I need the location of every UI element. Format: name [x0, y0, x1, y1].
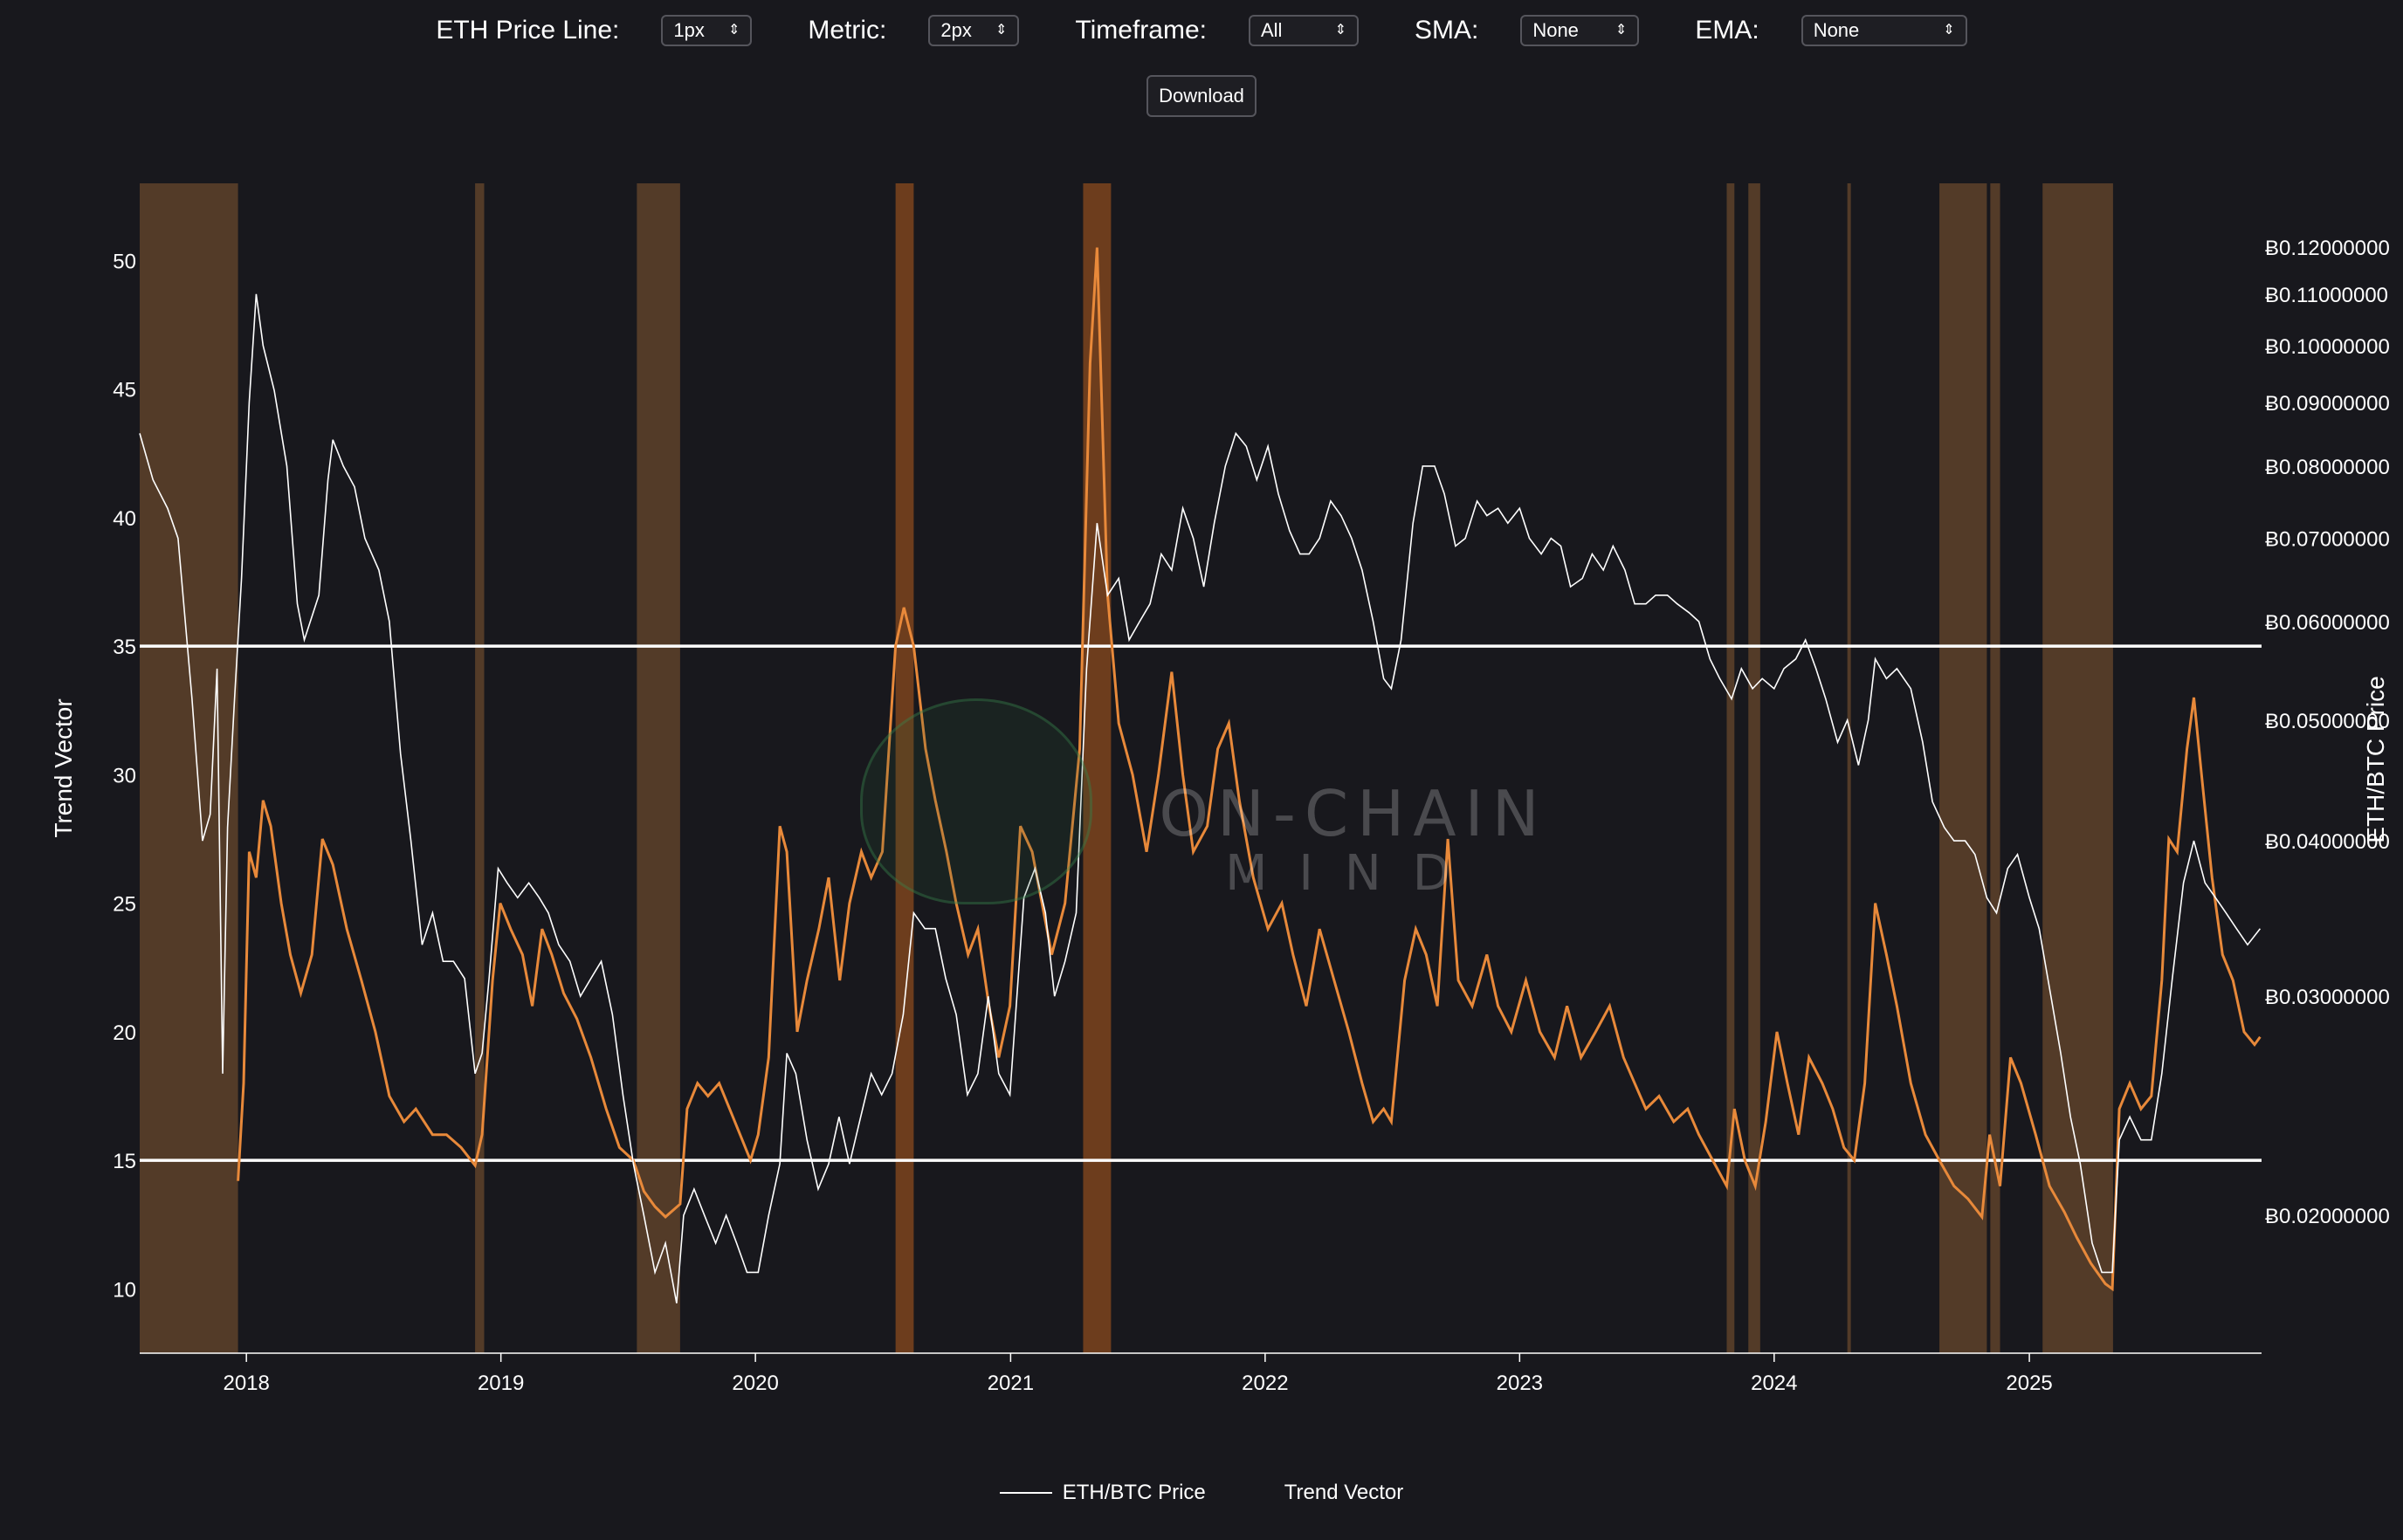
x-tick-label: 2023 [1497, 1372, 1543, 1395]
x-tick-label: 2019 [478, 1372, 524, 1395]
control-label: Timeframe: [1075, 16, 1207, 45]
highlight-band [1726, 183, 1735, 1353]
y2-tick-label: Ƀ0.07000000 [2265, 528, 2390, 552]
select-value: 1px [673, 19, 705, 41]
eth-btc-price-line [139, 293, 2262, 1303]
y2-tick-label: Ƀ0.12000000 [2265, 237, 2390, 260]
download-button[interactable]: Download [1146, 75, 1257, 117]
x-tick-label: 2021 [988, 1372, 1034, 1395]
control-ema: EMA: None ⇕ [1695, 15, 1967, 46]
highlight-band [1748, 183, 1760, 1353]
highlight-band [140, 183, 238, 1353]
chevron-up-down-icon: ⇕ [995, 23, 1008, 38]
control-label: SMA: [1414, 16, 1479, 45]
y2-tick-label: Ƀ0.02000000 [2265, 1205, 2390, 1228]
highlight-band [1939, 183, 1987, 1353]
y2-tick-label: Ƀ0.03000000 [2265, 986, 2390, 1009]
y-tick-label: 30 [113, 764, 136, 787]
y2-tick-label: Ƀ0.08000000 [2265, 456, 2390, 479]
y-tick-label: 15 [113, 1150, 136, 1173]
right-axis-label: ETH/BTC Price [2362, 676, 2389, 842]
x-tick-label: 2020 [732, 1372, 778, 1395]
y-tick-label: 25 [113, 893, 136, 917]
control-eth-price-line: ETH Price Line: 1px ⇕ [436, 15, 753, 46]
left-axis-label: Trend Vector [50, 698, 77, 837]
select-value: None [1532, 19, 1579, 41]
y-tick-label: 20 [113, 1021, 136, 1045]
y2-tick-label: Ƀ0.04000000 [2265, 830, 2390, 854]
highlight-band [895, 183, 914, 1353]
y2-tick-label: Ƀ0.06000000 [2265, 611, 2390, 635]
download-row: Download [0, 75, 2403, 117]
y2-tick-label: Ƀ0.09000000 [2265, 392, 2390, 416]
control-label: EMA: [1695, 16, 1759, 45]
trend-vector-line [237, 247, 2262, 1292]
chevron-up-down-icon: ⇕ [1334, 23, 1346, 38]
control-label: Metric: [808, 16, 887, 45]
legend-item-price[interactable]: ETH/BTC Price [999, 1481, 1206, 1505]
legend-swatch-price [999, 1492, 1052, 1494]
control-metric: Metric: 2px ⇕ [808, 15, 1020, 46]
highlight-band [1847, 183, 1851, 1353]
control-timeframe: Timeframe: All ⇕ [1075, 15, 1359, 46]
y-tick-label: 10 [113, 1278, 136, 1302]
highlight-band [1990, 183, 2000, 1353]
x-tick-label: 2024 [1751, 1372, 1797, 1395]
control-label: ETH Price Line: [436, 16, 620, 45]
eth-price-line-select[interactable]: 1px ⇕ [661, 15, 753, 46]
ema-select[interactable]: None ⇕ [1801, 15, 1967, 46]
legend-item-trend[interactable]: Trend Vector [1284, 1481, 1404, 1505]
right-axis-ticks: Ƀ0.02000000 Ƀ0.03000000 Ƀ0.04000000 Ƀ0.0500… [2265, 237, 2390, 1228]
x-tick-label: 2018 [223, 1372, 269, 1395]
legend-label: ETH/BTC Price [1062, 1481, 1206, 1504]
threshold-lines [140, 644, 2262, 1162]
select-value: All [1260, 19, 1283, 41]
metric-select[interactable]: 2px ⇕ [928, 15, 1020, 46]
select-value: 2px [940, 19, 972, 41]
y-tick-label: 35 [113, 636, 136, 659]
x-tick-label: 2025 [2006, 1372, 2052, 1395]
sma-select[interactable]: None ⇕ [1520, 15, 1640, 46]
left-axis-ticks: 10 15 20 25 30 35 40 45 50 [113, 250, 136, 1302]
chevron-up-down-icon: ⇕ [727, 23, 740, 38]
control-sma: SMA: None ⇕ [1414, 15, 1640, 46]
highlight-band [475, 183, 485, 1353]
y2-tick-label: Ƀ0.11000000 [2265, 284, 2388, 307]
controls-bar: ETH Price Line: 1px ⇕ Metric: 2px ⇕ Time… [0, 0, 2403, 61]
highlight-bands [140, 183, 2113, 1353]
y2-tick-label: Ƀ0.05000000 [2265, 710, 2390, 733]
timeframe-select[interactable]: All ⇕ [1248, 15, 1359, 46]
y-tick-label: 45 [113, 379, 136, 402]
chevron-up-down-icon: ⇕ [1615, 23, 1628, 38]
legend-label: Trend Vector [1284, 1481, 1404, 1504]
y-tick-label: 40 [113, 507, 136, 531]
highlight-band [2042, 183, 2113, 1353]
highlight-band [637, 183, 680, 1353]
legend: ETH/BTC Price Trend Vector [0, 1481, 2403, 1505]
x-tick-label: 2022 [1242, 1372, 1288, 1395]
y2-tick-label: Ƀ0.10000000 [2265, 335, 2390, 359]
highlight-band [1083, 183, 1112, 1353]
y-tick-label: 50 [113, 250, 136, 273]
select-value: None [1813, 19, 1860, 41]
chevron-up-down-icon: ⇕ [1943, 23, 1955, 38]
x-axis-ticks: 2018 2019 2020 2021 2022 2023 2024 2025 [223, 1353, 2053, 1395]
